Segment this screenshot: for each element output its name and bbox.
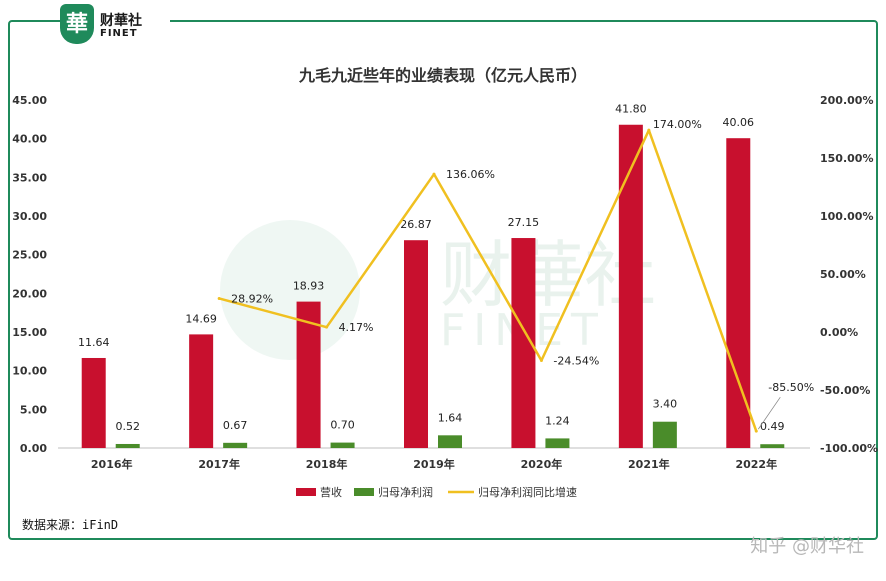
legend-item: 归母净利润 [354, 485, 433, 499]
x-tick-label: 2022年 [735, 457, 777, 471]
watermark-seal-icon [220, 220, 360, 360]
brand-name-en: FINET [100, 28, 138, 39]
growth-point [217, 296, 221, 300]
x-tick-label: 2016年 [91, 457, 133, 471]
y-left-tick-label: 5.00 [20, 403, 47, 416]
watermark: 财華社 FINET [220, 220, 656, 360]
bar-net-profit [652, 421, 677, 448]
legend-swatch [296, 488, 316, 496]
y-right-tick-label: -50.00% [820, 384, 870, 397]
growth-point [754, 429, 758, 433]
y-right-tick-label: 50.00% [820, 268, 866, 281]
x-tick-label: 2017年 [198, 457, 240, 471]
x-tick-label: 2021年 [628, 457, 670, 471]
data-label-revenue: 26.87 [400, 218, 432, 231]
x-tick-label: 2019年 [413, 457, 455, 471]
brand-badge-icon: 華 [60, 4, 94, 44]
bar-net-profit [330, 442, 355, 448]
y-left-tick-label: 0.00 [20, 442, 47, 455]
bar-net-profit [438, 435, 462, 448]
y-right-tick-label: 150.00% [820, 152, 873, 165]
data-label-revenue: 14.69 [185, 312, 217, 325]
legend-label: 归母净利润 [378, 485, 433, 499]
bar-net-profit [115, 443, 140, 448]
bar-revenue [404, 240, 428, 448]
brand-name-cn: 财華社 [100, 13, 142, 29]
growth-point [325, 325, 329, 329]
credit-watermark: 知乎 @财华社 [750, 536, 864, 557]
legend-swatch [354, 488, 374, 496]
data-label-revenue: 40.06 [723, 116, 755, 129]
data-label-net-profit: 0.49 [760, 420, 785, 433]
chart-title: 九毛九近些年的业绩表现（亿元人民币） [298, 66, 587, 85]
bar-net-profit [223, 442, 248, 448]
bar-revenue [726, 138, 751, 448]
y-left-tick-label: 35.00 [12, 171, 47, 184]
data-label-growth: 174.00% [653, 118, 702, 131]
growth-point [539, 358, 543, 362]
legend-item: 营收 [296, 485, 342, 499]
data-label-net-profit: 0.70 [330, 419, 355, 432]
source-note: 数据来源：iFinD [22, 518, 119, 532]
y-right-tick-label: -100.00% [820, 442, 878, 455]
leader-line [757, 396, 781, 430]
data-label-growth: 4.17% [339, 321, 374, 334]
bar-revenue [81, 357, 106, 448]
legend-item: 归母净利润同比增速 [448, 485, 577, 499]
bar-net-profit [760, 444, 785, 448]
bar-revenue [189, 334, 214, 448]
data-label-net-profit: 3.40 [653, 398, 678, 411]
data-label-revenue: 41.80 [615, 103, 647, 116]
y-right-tick-label: 200.00% [820, 94, 873, 107]
growth-point [647, 128, 651, 132]
y-left-tick-label: 20.00 [12, 287, 47, 300]
data-label-net-profit: 0.67 [223, 419, 248, 432]
y-left-tick-label: 15.00 [12, 326, 47, 339]
data-label-revenue: 11.64 [78, 336, 110, 349]
data-label-net-profit: 1.64 [438, 411, 463, 424]
data-label-growth: 28.92% [231, 292, 273, 305]
data-label-growth: -85.50% [768, 381, 814, 394]
data-label-growth: -24.54% [553, 354, 599, 367]
bar-net-profit [545, 438, 570, 448]
bar-revenue [618, 124, 643, 448]
growth-line [218, 128, 758, 432]
y-right-tick-label: 0.00% [820, 326, 858, 339]
x-tick-label: 2018年 [306, 457, 348, 471]
brand-logo: 華 财華社 FINET [60, 4, 170, 46]
x-tick-label: 2020年 [521, 457, 563, 471]
growth-point [432, 172, 436, 176]
y-left-tick-label: 10.00 [12, 365, 47, 378]
y-right-tick-label: 100.00% [820, 210, 873, 223]
data-label-revenue: 18.93 [293, 280, 325, 293]
bar-revenue [296, 301, 321, 448]
chart-frame [8, 20, 878, 540]
y-left-tick-label: 30.00 [12, 210, 47, 223]
data-label-net-profit: 0.52 [115, 420, 140, 433]
data-label-revenue: 27.15 [508, 216, 540, 229]
legend-label: 营收 [320, 485, 342, 499]
y-left-tick-label: 45.00 [12, 94, 47, 107]
y-left-tick-label: 40.00 [12, 133, 47, 146]
y-left-tick-label: 25.00 [12, 249, 47, 262]
data-label-net-profit: 1.24 [545, 414, 570, 427]
legend-label: 归母净利润同比增速 [478, 485, 577, 499]
data-label-growth: 136.06% [446, 168, 495, 181]
